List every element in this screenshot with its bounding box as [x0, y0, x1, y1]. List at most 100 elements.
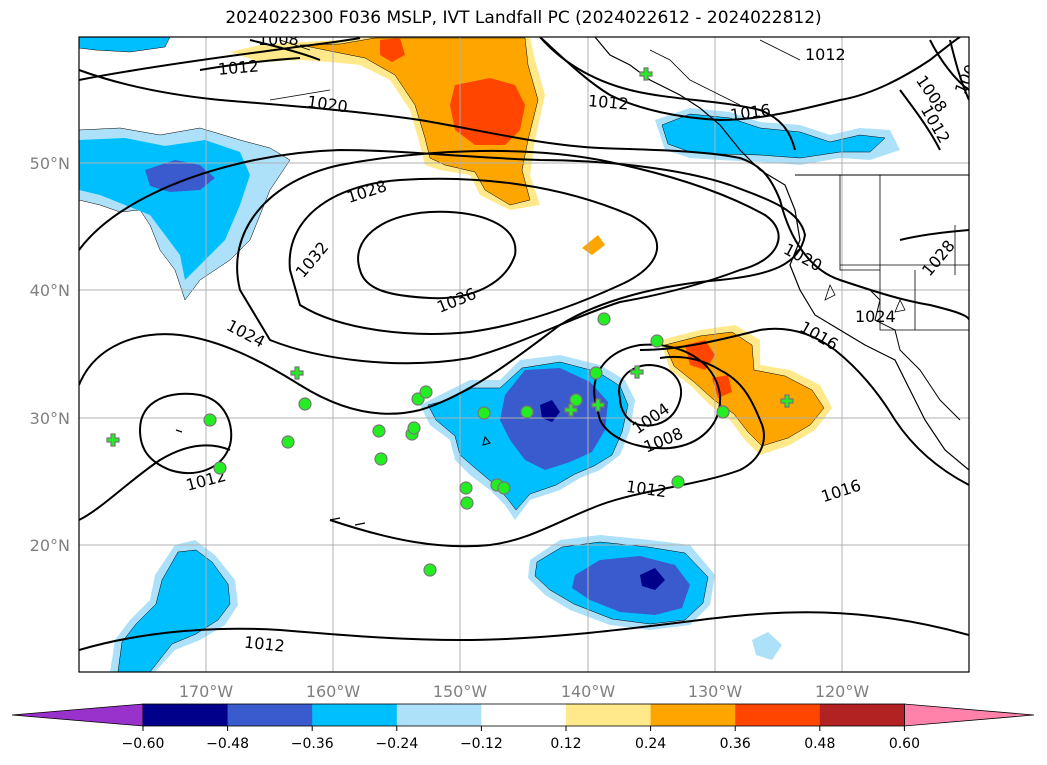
negative-ivt-region	[752, 632, 782, 660]
landfall-point	[213, 461, 227, 475]
landfall-cross	[106, 433, 120, 447]
isobar-1008	[593, 343, 722, 450]
isobar-1024	[79, 148, 807, 415]
colorbar-segment	[650, 704, 736, 726]
positive-ivt-region	[380, 38, 405, 62]
lon-tick-label: 170°W	[179, 682, 234, 701]
lat-tick-label: 20°N	[30, 536, 70, 555]
landfall-cross	[639, 67, 653, 81]
landfall-cross	[630, 365, 644, 379]
colorbar-label: −0.36	[291, 736, 334, 752]
colorbar-label: 0.36	[720, 736, 751, 752]
landfall-point	[569, 393, 583, 407]
colorbar-label: 0.12	[550, 736, 581, 752]
landfall-cross	[780, 394, 794, 408]
landfall-markers	[106, 67, 794, 577]
landfall-cross	[290, 366, 304, 380]
plot-frame	[78, 36, 970, 673]
landfall-point	[423, 563, 437, 577]
isobar-layer	[79, 37, 969, 651]
negative-ivt-region	[145, 160, 215, 192]
isobar-label: 1012	[587, 91, 629, 113]
isobar-1012	[539, 37, 961, 122]
isobar-1036	[357, 210, 517, 300]
isobar-label: 1012	[805, 45, 846, 64]
isobar-1028	[236, 149, 780, 365]
colorbar-label: −0.48	[206, 736, 249, 752]
isobar-1012	[329, 355, 765, 548]
negative-ivt-region	[572, 556, 690, 615]
landfall-point	[589, 366, 603, 380]
colorbar-label: 0.24	[635, 736, 666, 752]
negative-ivt-region	[79, 37, 171, 53]
landfall-point	[671, 475, 685, 489]
negative-ivt-region	[540, 400, 560, 422]
lon-tick-label: 150°W	[433, 682, 488, 701]
lon-tick-label: 140°W	[561, 682, 616, 701]
isobar-label: 1024	[855, 307, 896, 326]
isobar-1032	[288, 177, 658, 335]
negative-ivt-region	[117, 549, 231, 672]
colorbar-label: −0.12	[460, 736, 503, 752]
colorbar-label: −0.24	[375, 736, 418, 752]
lat-axis-labels: 50°N 40°N 30°N 20°N	[30, 154, 70, 555]
landfall-point	[298, 397, 312, 411]
lon-tick-label: 130°W	[688, 682, 743, 701]
coastlines	[175, 37, 969, 526]
lat-tick-label: 40°N	[30, 281, 70, 300]
landfall-point	[407, 421, 421, 435]
colorbar: −0.60 −0.48 −0.36 −0.24 −0.12 0.12 0.24 0.36 0.4…	[11, 703, 1035, 752]
colorbar-segment	[481, 704, 567, 726]
isobar-label: 1012	[243, 633, 285, 656]
isobar-label: 1012	[217, 56, 259, 78]
isobar-1004	[618, 363, 683, 427]
colorbar-label: −0.60	[122, 736, 165, 752]
lon-axis-labels: 170°W 160°W 150°W 140°W 130°W 120°W	[179, 682, 870, 701]
colorbar-extend-min	[11, 703, 144, 727]
landfall-point	[477, 406, 491, 420]
isobar-1012	[79, 611, 969, 651]
colorbar-segment	[396, 704, 482, 726]
isobar-1028	[899, 229, 969, 241]
colorbar-frame	[142, 703, 905, 727]
lat-tick-label: 50°N	[30, 154, 70, 173]
landfall-cross	[591, 398, 605, 412]
colorbar-extend-max	[904, 703, 1035, 727]
lat-tick-label: 30°N	[30, 409, 70, 428]
landfall-point	[716, 405, 730, 419]
isobar-1012	[199, 57, 301, 71]
landfall-point	[460, 496, 474, 510]
lon-tick-label: 120°W	[815, 682, 870, 701]
landfall-point	[520, 405, 534, 419]
lon-tick-label: 160°W	[306, 682, 361, 701]
landfall-point	[374, 452, 388, 466]
gridlines	[79, 37, 969, 672]
colorbar-segment	[312, 704, 398, 726]
landfall-point	[497, 481, 511, 495]
landfall-point	[459, 481, 473, 495]
isobar-1016	[539, 37, 796, 151]
map-title: 2024022300 F036 MSLP, IVT Landfall PC (2…	[225, 8, 822, 28]
positive-ivt-region	[685, 340, 715, 370]
negative-ivt-region	[640, 568, 665, 590]
isobar-1012	[79, 444, 231, 521]
isobar-1008	[249, 39, 969, 151]
colorbar-segment	[735, 704, 821, 726]
isobar-label: 1008	[258, 30, 299, 49]
isobar-1004	[949, 39, 969, 101]
landfall-point	[597, 312, 611, 326]
landfall-point	[203, 413, 217, 427]
landfall-cross	[564, 403, 578, 417]
isobar-1012	[79, 37, 361, 81]
colorbar-segment	[819, 704, 905, 726]
isobar-1016	[639, 327, 969, 486]
colorbar-label: 0.48	[804, 736, 835, 752]
colorbar-segment	[143, 704, 229, 726]
isobar-1020	[79, 69, 969, 321]
landfall-point	[419, 385, 433, 399]
landfall-point	[372, 424, 386, 438]
landfall-point	[281, 435, 295, 449]
colorbar-label: 0.60	[889, 736, 920, 752]
colorbar-segment	[227, 704, 313, 726]
